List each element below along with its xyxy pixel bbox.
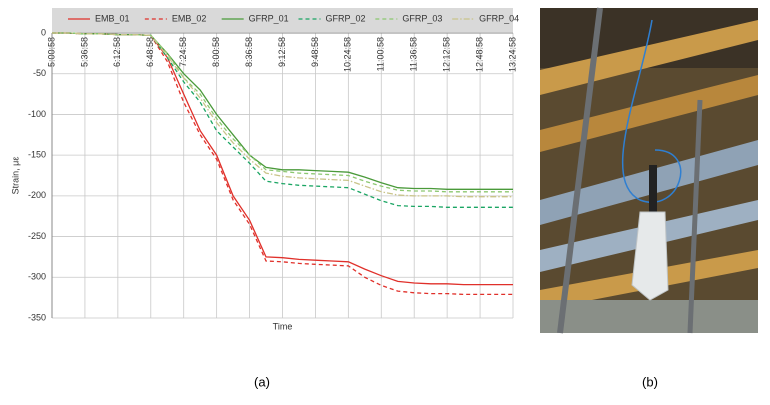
prop bbox=[557, 7, 603, 334]
sensor-bag bbox=[631, 211, 669, 301]
x-axis-label: Time bbox=[273, 321, 293, 331]
x-tick-label: 5:00:58 bbox=[46, 37, 56, 67]
x-tick-label: 13:24:58 bbox=[507, 37, 517, 72]
photo bbox=[540, 7, 758, 334]
x-tick-label: 11:36:58 bbox=[409, 37, 419, 71]
x-tick-label: 11:00:58 bbox=[376, 37, 386, 71]
y-axis-label: Strain, με bbox=[10, 157, 20, 195]
y-tick-label: -350 bbox=[28, 312, 46, 322]
x-tick-label: 10:24:58 bbox=[343, 37, 353, 72]
legend-band bbox=[52, 8, 513, 32]
x-tick-label: 8:00:58 bbox=[211, 37, 221, 67]
x-tick-label: 6:12:58 bbox=[112, 37, 122, 67]
x-tick-label: 12:48:58 bbox=[474, 37, 484, 72]
y-tick-label: -50 bbox=[33, 68, 46, 78]
y-tick-label: -150 bbox=[28, 150, 46, 160]
legend-label: GFRP_03 bbox=[402, 13, 442, 23]
x-tick-label: 9:48:58 bbox=[310, 37, 320, 67]
photo-ground bbox=[540, 300, 758, 333]
legend-label: EMB_01 bbox=[95, 13, 130, 23]
series-line bbox=[52, 32, 513, 193]
legend-label: EMB_02 bbox=[172, 13, 207, 23]
x-tick-label: 6:48:58 bbox=[145, 37, 155, 67]
x-tick-label: 5:36:58 bbox=[79, 37, 89, 67]
prop bbox=[687, 99, 703, 334]
series-line bbox=[52, 32, 513, 198]
cable bbox=[621, 19, 682, 203]
legend-label: GFRP_01 bbox=[249, 13, 289, 23]
sensor-lead bbox=[649, 165, 657, 215]
y-tick-label: 0 bbox=[41, 27, 46, 37]
wood-beam bbox=[540, 75, 758, 152]
series-line bbox=[52, 32, 513, 190]
panel-label: (b) bbox=[642, 374, 658, 389]
x-tick-label: 8:36:58 bbox=[244, 37, 254, 67]
y-tick-label: -250 bbox=[28, 231, 46, 241]
y-tick-label: -300 bbox=[28, 272, 46, 282]
legend-label: GFRP_04 bbox=[479, 13, 519, 23]
legend-label: GFRP_02 bbox=[326, 13, 366, 23]
x-tick-label: 7:24:58 bbox=[178, 37, 188, 67]
series-line bbox=[52, 32, 513, 208]
y-tick-label: -200 bbox=[28, 190, 46, 200]
x-tick-label: 9:12:58 bbox=[277, 37, 287, 67]
y-tick-label: -100 bbox=[28, 109, 46, 119]
panel-label: (a) bbox=[254, 374, 270, 389]
x-tick-label: 12:12:58 bbox=[442, 37, 452, 72]
